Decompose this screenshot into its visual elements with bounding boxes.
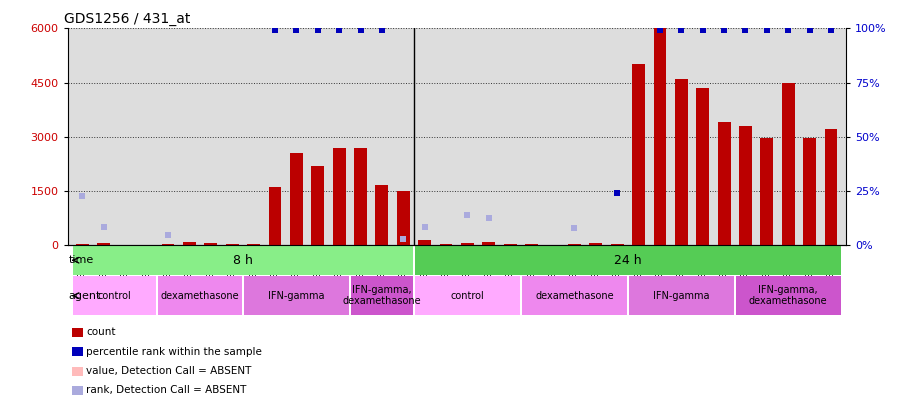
Bar xyxy=(354,147,367,245)
Bar xyxy=(653,25,666,245)
Text: IFN-gamma: IFN-gamma xyxy=(268,291,325,301)
Bar xyxy=(290,153,302,245)
Bar xyxy=(760,139,773,245)
Text: 24 h: 24 h xyxy=(614,254,642,267)
Text: 8 h: 8 h xyxy=(233,254,253,267)
Bar xyxy=(244,276,349,315)
Bar xyxy=(482,243,495,245)
Bar xyxy=(397,191,410,245)
Text: dexamethasone: dexamethasone xyxy=(161,291,239,301)
Bar xyxy=(158,276,242,315)
Bar xyxy=(739,126,752,245)
Bar xyxy=(375,185,388,245)
Bar xyxy=(735,276,841,315)
Bar xyxy=(803,139,816,245)
Bar xyxy=(76,243,89,245)
Text: value, Detection Call = ABSENT: value, Detection Call = ABSENT xyxy=(86,366,252,376)
Bar xyxy=(461,243,474,245)
Text: percentile rank within the sample: percentile rank within the sample xyxy=(86,347,262,356)
Bar xyxy=(568,244,580,245)
Text: IFN-gamma: IFN-gamma xyxy=(653,291,709,301)
Bar xyxy=(504,243,517,245)
Bar xyxy=(439,244,453,245)
Bar xyxy=(351,276,413,315)
Bar xyxy=(611,243,624,245)
Text: time: time xyxy=(68,255,94,265)
Text: IFN-gamma,
dexamethasone: IFN-gamma, dexamethasone xyxy=(343,285,421,307)
Text: agent: agent xyxy=(68,291,101,301)
Bar xyxy=(675,79,688,245)
Bar xyxy=(415,276,520,315)
Bar xyxy=(782,83,795,245)
Bar xyxy=(311,166,324,245)
Text: control: control xyxy=(98,291,131,301)
Bar xyxy=(590,243,602,245)
Text: rank, Detection Call = ABSENT: rank, Detection Call = ABSENT xyxy=(86,386,247,395)
Bar xyxy=(824,130,837,245)
Bar xyxy=(268,187,282,245)
Bar xyxy=(526,243,538,245)
Bar xyxy=(97,243,111,245)
Bar xyxy=(632,64,645,245)
Text: count: count xyxy=(86,327,116,337)
Bar xyxy=(73,276,157,315)
Bar xyxy=(629,276,733,315)
Bar xyxy=(697,88,709,245)
Bar xyxy=(183,242,196,245)
Bar xyxy=(226,244,239,245)
Bar xyxy=(204,243,217,245)
Text: dexamethasone: dexamethasone xyxy=(536,291,614,301)
Text: control: control xyxy=(451,291,484,301)
Text: IFN-gamma,
dexamethasone: IFN-gamma, dexamethasone xyxy=(749,285,828,307)
Bar xyxy=(415,245,841,275)
Bar xyxy=(522,276,627,315)
Bar xyxy=(418,240,431,245)
Text: GDS1256 / 431_at: GDS1256 / 431_at xyxy=(64,12,190,26)
Bar xyxy=(73,245,413,275)
Bar xyxy=(248,244,260,245)
Bar xyxy=(717,122,731,245)
Bar xyxy=(333,147,346,245)
Bar xyxy=(162,244,175,245)
